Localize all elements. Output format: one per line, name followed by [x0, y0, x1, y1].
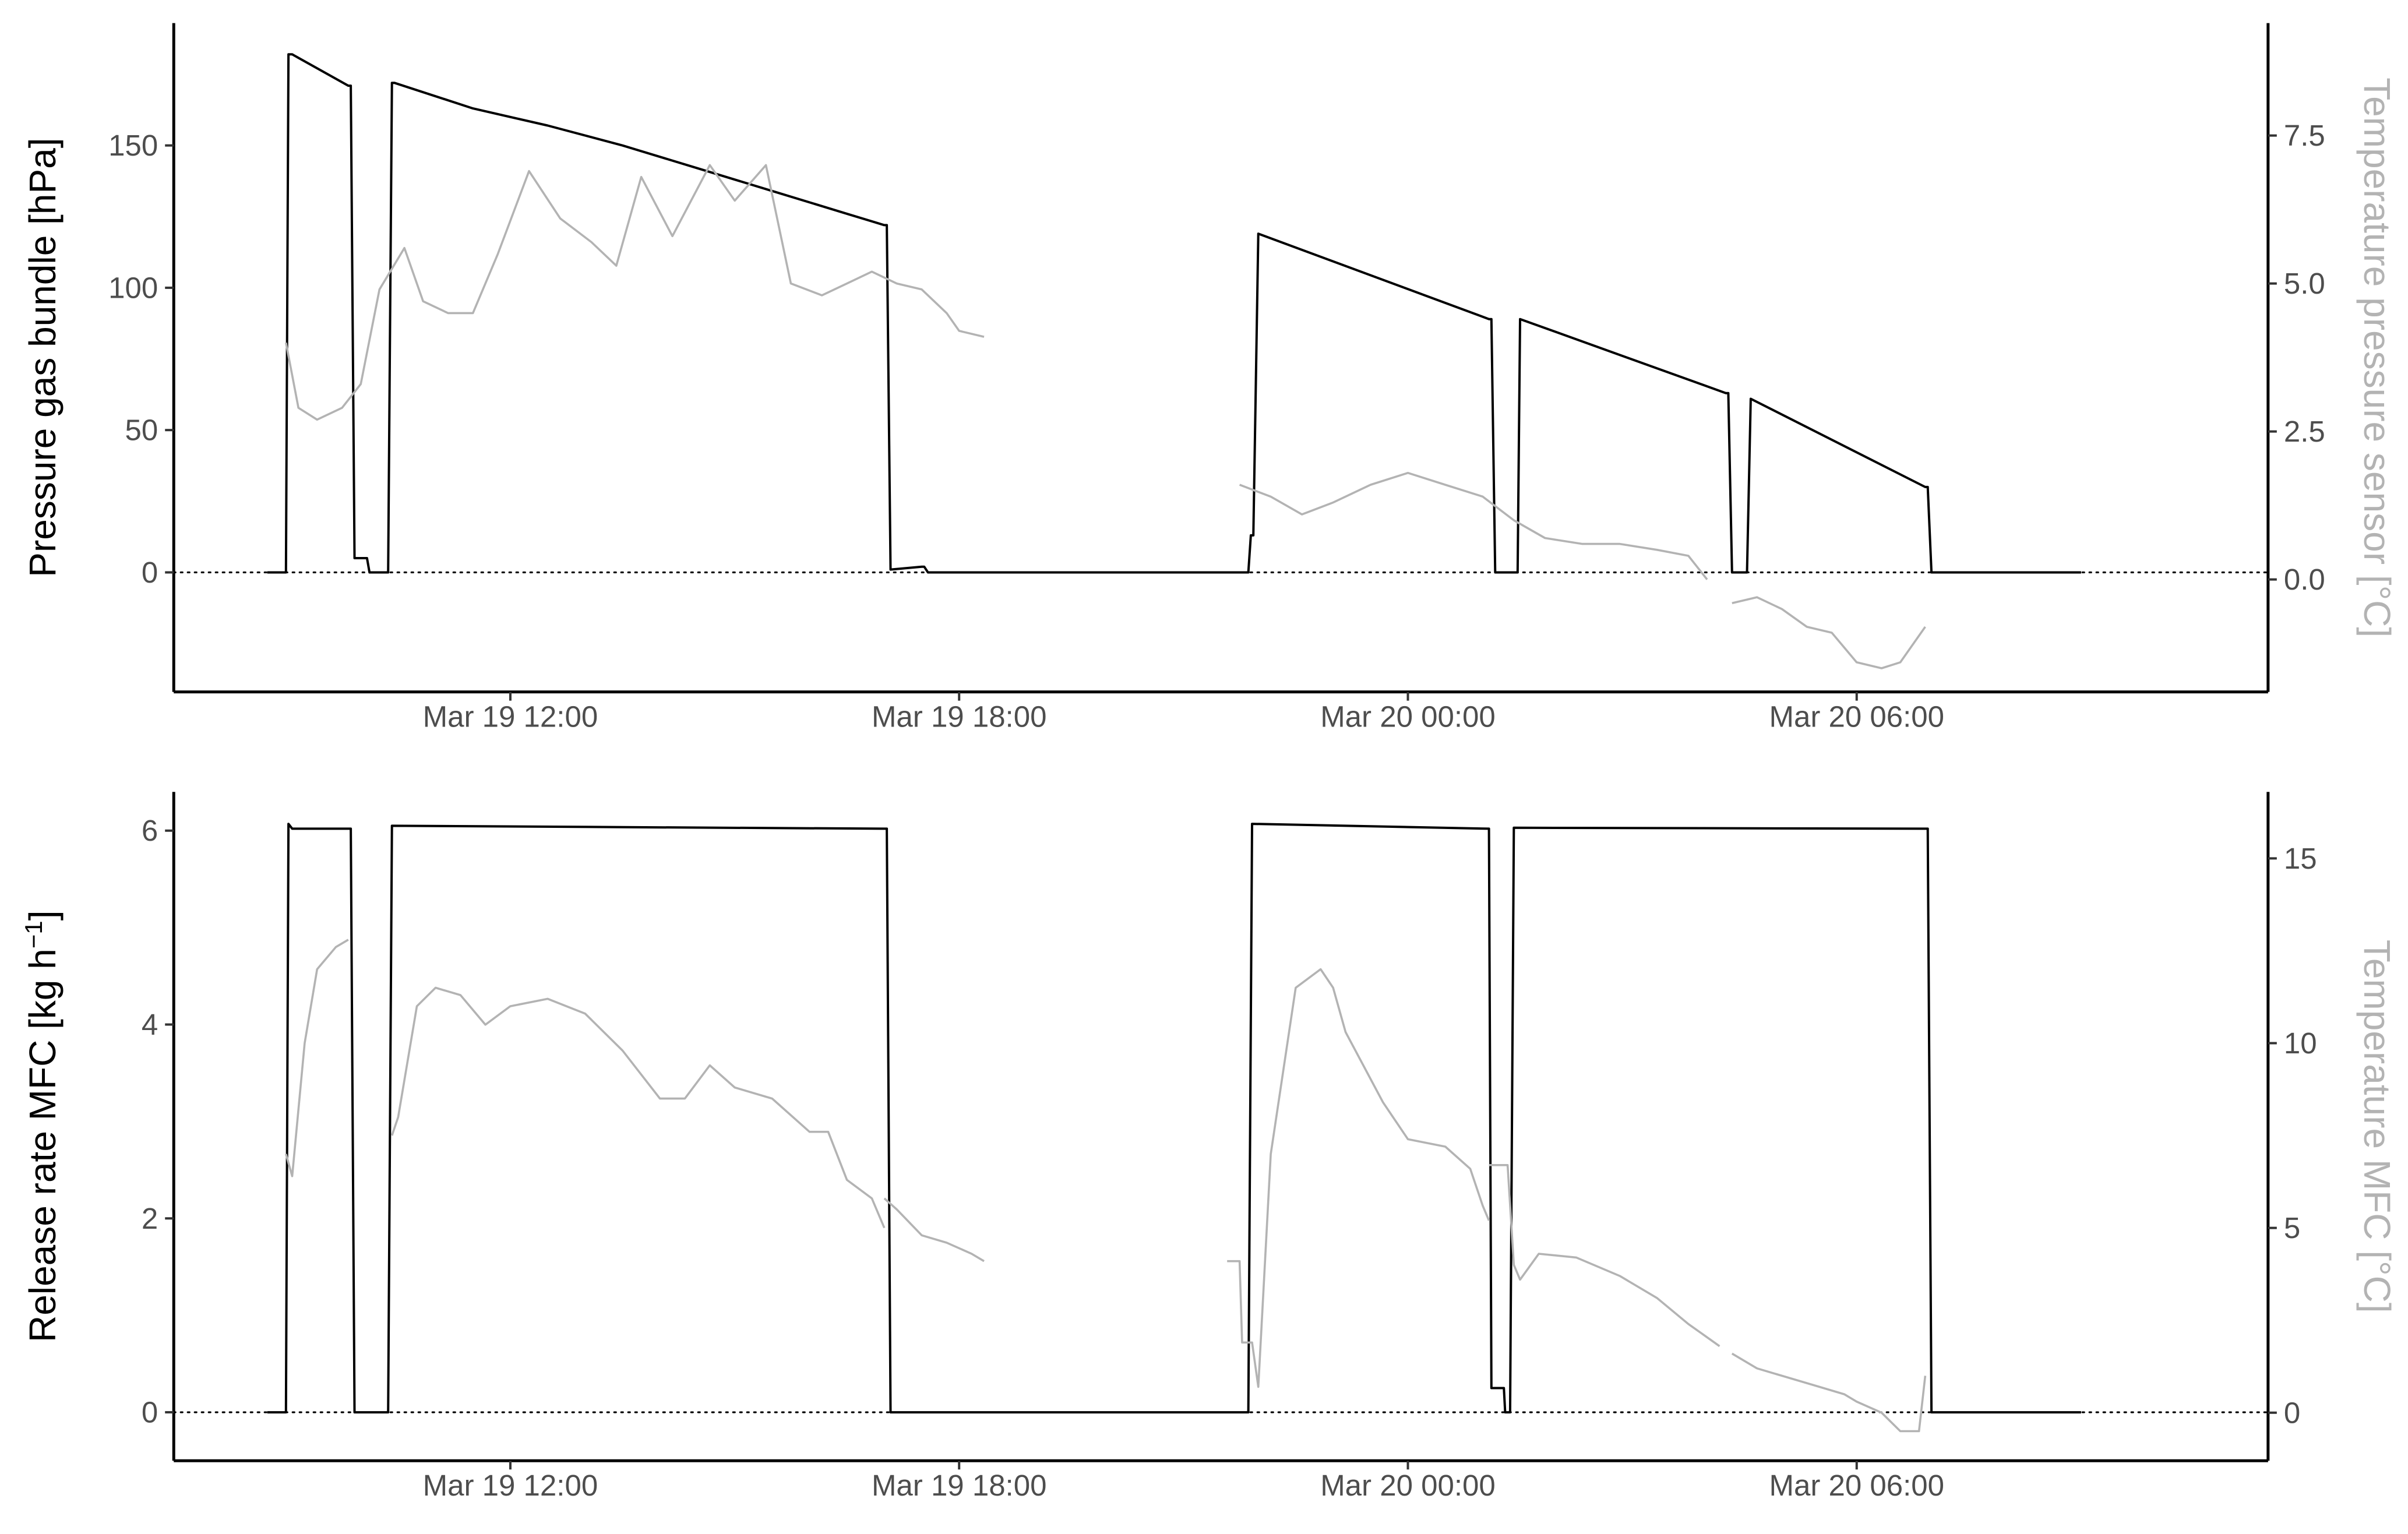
- left-axis-title-suffix: ]: [22, 910, 64, 921]
- series-line-primary: [267, 53, 2081, 574]
- left-axis-title: Release rate MFC [kg h−1]: [20, 910, 64, 1342]
- series-line-temperature-3: [1227, 968, 1490, 1388]
- x-tick-label: Mar 19 12:00: [423, 700, 598, 734]
- right-tick-label: 5.0: [2284, 267, 2325, 300]
- series-line-temperature-1: [1239, 471, 1708, 580]
- right-axis-title: Temperature pressure sensor [°C]: [2356, 77, 2398, 637]
- panel-release-rate: 0 2 4 6 0 5 10 15 Mar 19 12:00 Mar 19 18:00 Mar 20…: [20, 792, 2398, 1502]
- left-tick-label: 4: [142, 1008, 158, 1041]
- left-tick-label: 150: [108, 129, 158, 162]
- x-tick-label: Mar 20 00:00: [1320, 700, 1496, 734]
- left-tick-label: 50: [125, 414, 158, 447]
- right-axis-title: Temperature MFC [°C]: [2356, 940, 2398, 1313]
- left-axis-title-text: Release rate MFC [kg h: [22, 948, 64, 1342]
- series-line-temperature-0: [285, 939, 349, 1177]
- right-tick-label: 15: [2284, 842, 2317, 875]
- right-tick-label: 0.0: [2284, 563, 2325, 596]
- left-tick-label: 0: [142, 1396, 158, 1429]
- series-line-primary: [267, 823, 2081, 1414]
- x-tick-label: Mar 20 06:00: [1769, 1469, 1944, 1502]
- left-tick-label: 100: [108, 271, 158, 304]
- x-tick-label: Mar 19 12:00: [423, 1469, 598, 1502]
- x-tick-label: Mar 20 00:00: [1320, 1469, 1496, 1502]
- right-tick-label: 7.5: [2284, 119, 2325, 152]
- right-tick-label: 2.5: [2284, 415, 2325, 448]
- left-axis-title-text: Pressure gas bundle [hPa]: [22, 137, 64, 577]
- left-tick-label: 0: [142, 556, 158, 589]
- x-tick-label: Mar 20 06:00: [1769, 700, 1944, 734]
- x-tick-label: Mar 19 18:00: [872, 1469, 1047, 1502]
- right-tick-label: 5: [2284, 1211, 2300, 1244]
- series-line-temperature-1: [390, 986, 886, 1229]
- right-tick-label: 0: [2284, 1396, 2300, 1429]
- series-line-temperature-2: [1732, 596, 1926, 669]
- panel-pressure: 0 50 100 150 0.0 2.5 5.0 7.5 Mar 19 12:00 Mar 19 …: [22, 23, 2398, 734]
- x-tick-label: Mar 19 18:00: [872, 700, 1047, 734]
- series-line-temperature-5: [1731, 1352, 1927, 1433]
- left-tick-label: 2: [142, 1202, 158, 1235]
- series-line-temperature-0: [285, 164, 985, 421]
- series-line-temperature-2: [883, 1197, 985, 1263]
- right-tick-label: 10: [2284, 1027, 2317, 1060]
- left-axis-title: Pressure gas bundle [hPa]: [22, 137, 64, 577]
- left-axis-title-superscript: −1: [20, 921, 47, 948]
- left-tick-label: 6: [142, 814, 158, 847]
- series-line-temperature-4: [1489, 1164, 1720, 1348]
